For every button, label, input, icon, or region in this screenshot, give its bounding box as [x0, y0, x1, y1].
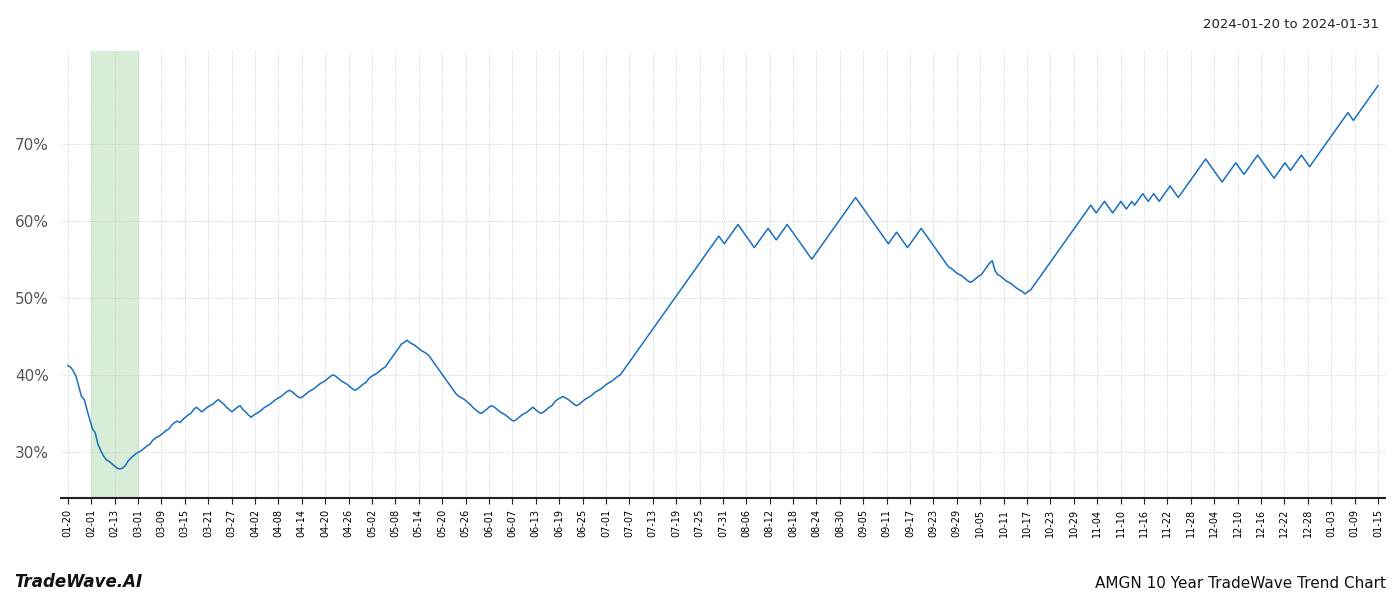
Text: AMGN 10 Year TradeWave Trend Chart: AMGN 10 Year TradeWave Trend Chart: [1095, 576, 1386, 591]
Text: 2024-01-20 to 2024-01-31: 2024-01-20 to 2024-01-31: [1203, 18, 1379, 31]
Bar: [91, 51, 139, 498]
Text: TradeWave.AI: TradeWave.AI: [14, 573, 143, 591]
